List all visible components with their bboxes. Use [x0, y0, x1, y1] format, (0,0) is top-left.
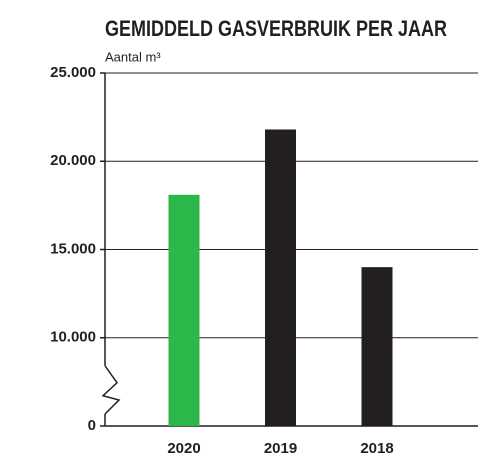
- y-tick-label: 25.000: [50, 64, 96, 81]
- y-tick-label: 10.000: [50, 329, 96, 346]
- x-tick-label: 2020: [167, 440, 200, 457]
- bar: [361, 267, 393, 426]
- y-tick-label: 20.000: [50, 152, 96, 169]
- chart-subtitle: Aantal m³: [105, 49, 161, 64]
- axis-break: [101, 365, 121, 415]
- bar: [168, 194, 200, 426]
- x-tick-label: 2018: [360, 440, 393, 457]
- bar: [265, 129, 296, 427]
- chart-title: GEMIDDELD GASVERBRUIK PER JAAR: [105, 16, 447, 41]
- y-tick-label: 0: [88, 417, 96, 434]
- y-tick-label: 15.000: [50, 240, 96, 257]
- x-tick-label: 2019: [264, 440, 297, 457]
